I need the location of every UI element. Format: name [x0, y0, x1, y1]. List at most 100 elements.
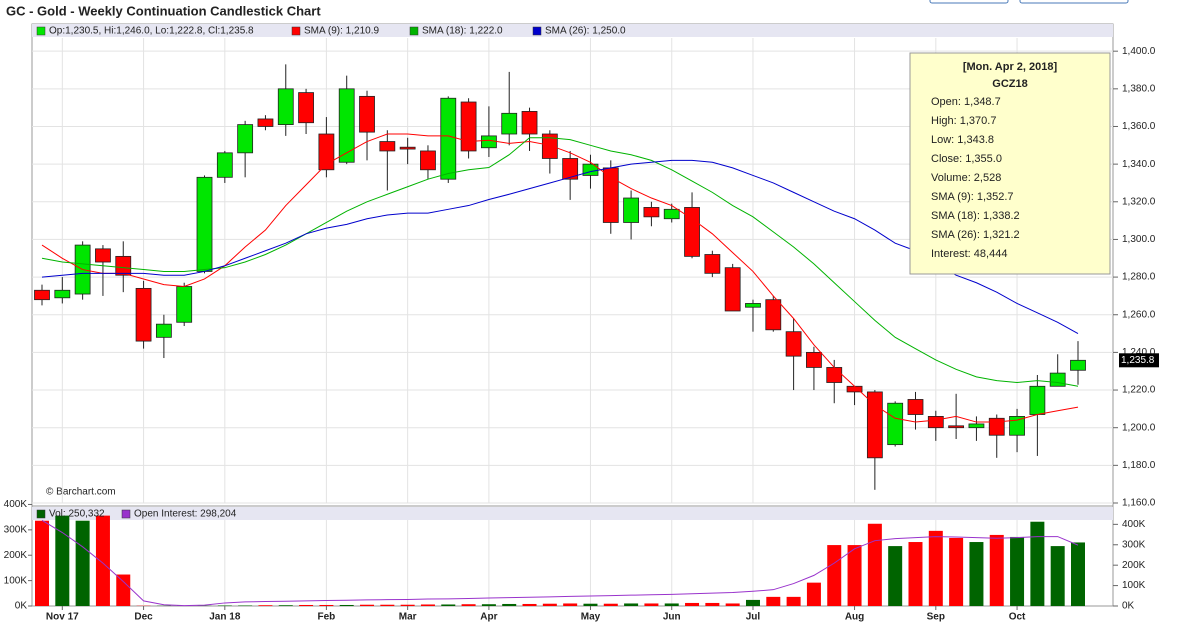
volume-bar	[217, 605, 232, 606]
y-tick-label: 1,240.0	[1122, 347, 1156, 358]
legend-label: SMA (9): 1,210.9	[304, 26, 379, 37]
legend-swatch	[532, 26, 542, 36]
y2-tick-label: 0K	[1122, 601, 1135, 612]
volume-bar	[299, 604, 314, 606]
volume-bar	[258, 605, 273, 606]
legend-label: Op:1,230.5, Hi:1,246.0, Lo:1,222.8, Cl:1…	[49, 26, 254, 37]
volume-bar	[1071, 542, 1085, 606]
x-tick-label: Aug	[845, 612, 864, 623]
tooltip-line: Open: 1,348.7	[931, 96, 1001, 108]
tooltip-line: Volume: 2,528	[931, 172, 1001, 184]
candle-body	[481, 135, 497, 149]
candle-body	[135, 287, 152, 342]
candle-body	[704, 254, 721, 274]
x-tick-label: Feb	[318, 612, 336, 623]
volume-bar	[766, 596, 781, 606]
candle-body	[785, 331, 802, 357]
volume-bar	[908, 542, 923, 606]
y-tick-label: 1,280.0	[1122, 272, 1156, 283]
last-price-box	[1119, 353, 1159, 368]
candle-body	[745, 303, 761, 308]
volume-bar	[238, 605, 253, 606]
x-tick-label: May	[581, 612, 601, 623]
volume-bar	[55, 515, 70, 606]
volume-bar	[502, 603, 517, 606]
x-tick-label: Sep	[927, 612, 945, 623]
volume-bar	[75, 520, 90, 606]
volume-bar	[949, 537, 964, 606]
y-tick-label: 100K	[4, 575, 28, 586]
button[interactable]	[1019, 0, 1129, 4]
candle-body	[826, 367, 843, 383]
x-tick-label: Nov 17	[46, 612, 79, 623]
x-tick-label: Jan 18	[209, 612, 241, 623]
candle-body	[1049, 372, 1066, 387]
volume-bar	[644, 603, 659, 606]
volume-bar	[705, 602, 720, 606]
volume-bar	[1010, 536, 1025, 606]
y-tick-label: 1,160.0	[1122, 498, 1156, 509]
candle-body	[907, 399, 924, 415]
legend-label: Open Interest: 298,204	[134, 509, 237, 520]
y-tick-label: 400K	[4, 499, 28, 510]
volume-bar	[522, 603, 537, 606]
tooltip: [Mon. Apr 2, 2018] GCZ18 Open: 1,348.7 Hi…	[909, 52, 1111, 275]
y2-tick-label: 400K	[1122, 519, 1146, 530]
sma-line	[41, 159, 1079, 335]
legend-swatch	[36, 26, 46, 36]
volume-bar	[339, 604, 354, 606]
volume-bar	[441, 604, 456, 606]
volume-bar	[542, 603, 557, 606]
volume-bar	[725, 603, 740, 606]
candle-body	[34, 289, 50, 301]
legend-label: SMA (26): 1,250.0	[545, 26, 626, 37]
volume-bar	[481, 604, 496, 606]
y2-tick-label: 300K	[1122, 539, 1146, 550]
candle-body	[988, 417, 1005, 436]
x-tick-label: Jul	[746, 612, 761, 623]
tooltip-line: SMA (26): 1,321.2	[931, 229, 1020, 241]
candle-body	[541, 133, 558, 159]
candle-body	[887, 402, 904, 446]
legend-bar	[32, 507, 1113, 520]
volume-bar	[745, 599, 760, 606]
legend-label: SMA (18): 1,222.0	[422, 26, 503, 37]
y-tick-label: 300K	[4, 524, 28, 535]
volume-bar	[685, 602, 700, 606]
x-tick-label: Mar	[399, 612, 417, 623]
candle-body	[379, 141, 396, 152]
volume-bar	[847, 545, 862, 606]
x-tick-label: Dec	[134, 612, 153, 623]
candle-body	[95, 248, 111, 263]
candle-body	[176, 286, 193, 323]
y2-tick-label: 100K	[1122, 580, 1146, 591]
candle-body	[663, 208, 680, 220]
candle-body	[765, 299, 782, 331]
volume-bar	[989, 534, 1004, 606]
button[interactable]	[929, 0, 1009, 4]
volume-bar	[1030, 521, 1045, 606]
tooltip-line: High: 1,370.7	[931, 115, 996, 127]
tooltip-line: Close: 1,355.0	[931, 153, 1002, 165]
y2-tick-label: 200K	[1122, 560, 1146, 571]
candle-body	[684, 207, 700, 257]
volume-bar	[400, 604, 415, 606]
candle-body	[1070, 359, 1086, 371]
volume-bar	[888, 546, 903, 606]
candle-body	[399, 146, 416, 150]
tooltip-box	[909, 52, 1111, 275]
candle-body	[1029, 385, 1046, 415]
legend-swatch	[291, 26, 301, 36]
tooltip-line: Interest: 48,444	[931, 248, 1007, 260]
candle-body	[948, 425, 965, 429]
y-tick-label: 1,200.0	[1122, 422, 1156, 433]
volume-bar	[786, 596, 801, 606]
candle-body	[298, 92, 314, 124]
volume-bar	[603, 603, 618, 606]
legend-swatch	[36, 509, 46, 519]
volume-bar	[1050, 546, 1065, 606]
candle-body	[155, 323, 172, 338]
candle-body	[501, 112, 518, 135]
volume-bar	[319, 604, 334, 606]
volume-bar	[563, 603, 578, 606]
